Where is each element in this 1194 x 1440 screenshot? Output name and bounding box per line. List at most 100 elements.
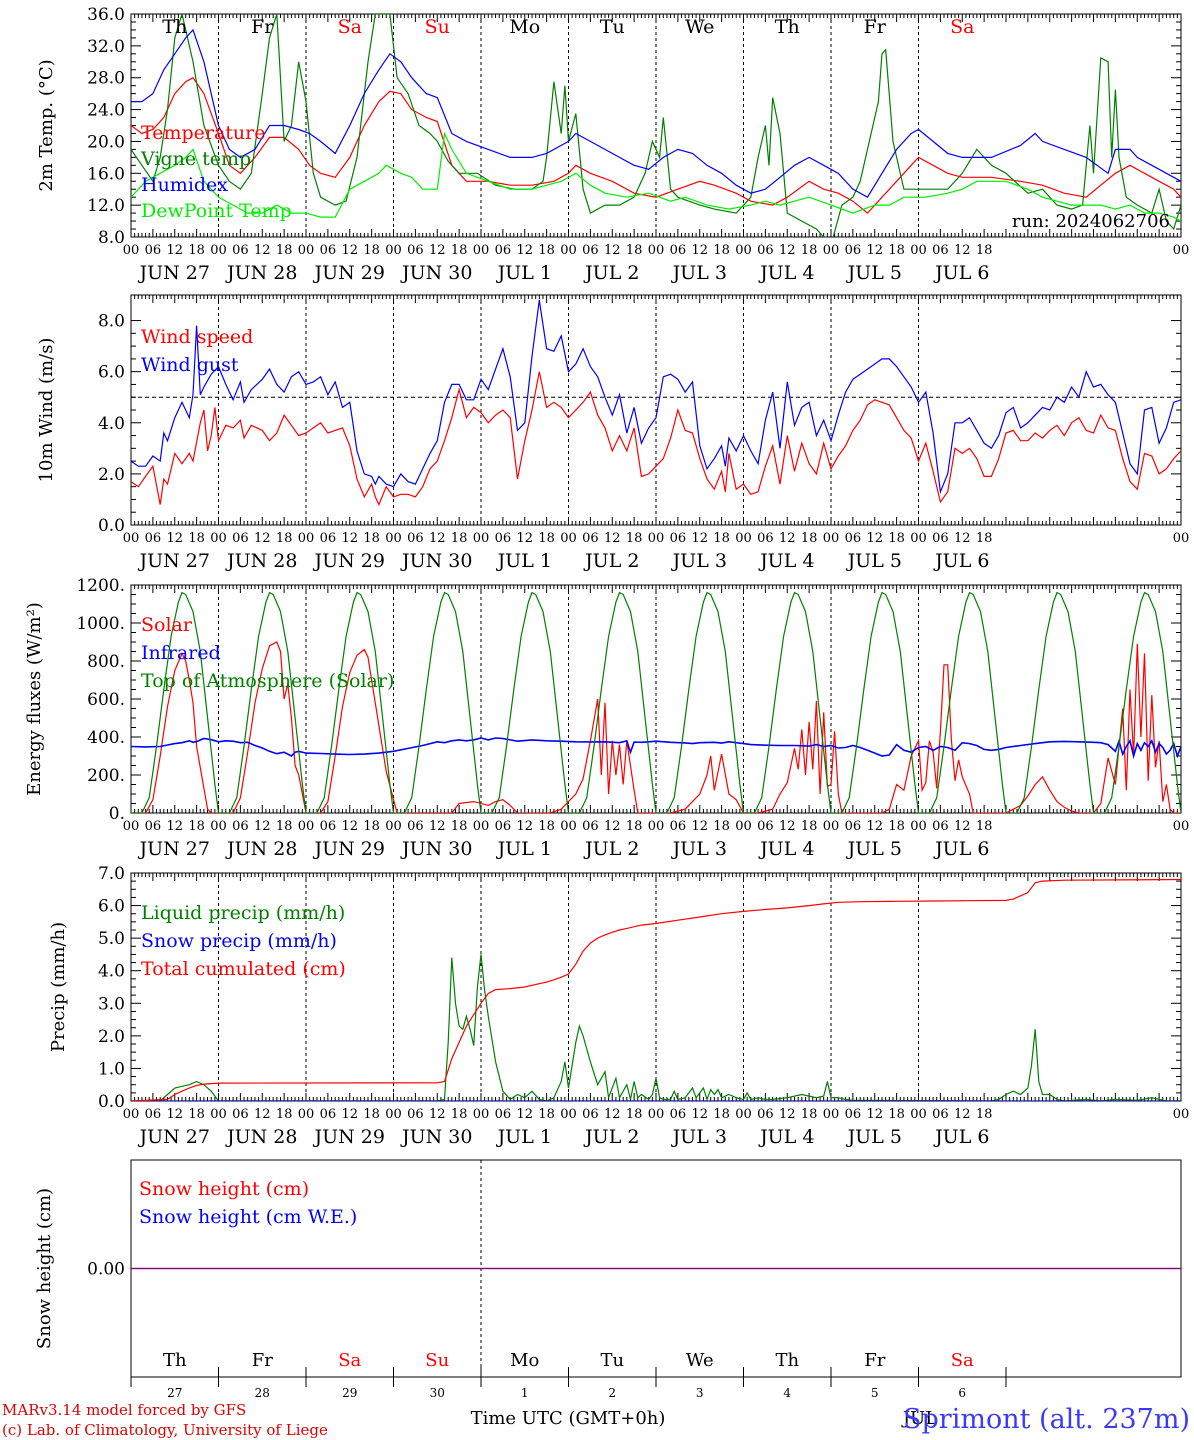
- hour-tick-label: 12: [866, 531, 883, 546]
- hour-tick-label: 18: [801, 531, 818, 546]
- hour-tick-label: 00: [298, 819, 315, 834]
- hour-tick-label: 12: [429, 819, 446, 834]
- hour-tick-label: 12: [604, 243, 621, 258]
- hour-tick-label: 00: [298, 531, 315, 546]
- date-label: JUL 6: [933, 262, 989, 284]
- legend-entry: Snow height (cm): [139, 1178, 309, 1200]
- hour-tick-label: 12: [341, 243, 358, 258]
- weekday-label: We: [685, 16, 714, 38]
- y-tick-label: 7.0: [98, 864, 125, 884]
- date-label: JUN 27: [138, 838, 210, 860]
- legend-entry: Total cumulated (cm): [141, 958, 346, 980]
- date-label: JUN 29: [313, 838, 385, 860]
- hour-tick-label: 18: [713, 819, 730, 834]
- hour-tick-label: 06: [495, 1107, 512, 1122]
- y-tick-label: 0.0: [98, 516, 125, 536]
- hour-tick-label: 18: [626, 819, 643, 834]
- hour-tick-label: 06: [845, 1107, 862, 1122]
- hour-tick-label: 06: [757, 1107, 774, 1122]
- y-tick-label: 2.0: [98, 1027, 125, 1047]
- series-line-temperature: [131, 76, 1181, 214]
- hour-tick-label: 18: [276, 819, 293, 834]
- weekday-label: Th: [775, 1350, 799, 1371]
- day-number-label: 2: [608, 1386, 616, 1400]
- hour-tick-label: 00: [823, 819, 840, 834]
- weekday-label: Th: [775, 16, 800, 38]
- hour-tick-label: 18: [976, 1107, 993, 1122]
- hour-tick-label: 12: [341, 819, 358, 834]
- hour-tick-label: 06: [932, 531, 949, 546]
- hour-tick-label: 06: [932, 1107, 949, 1122]
- date-label: JUL 1: [496, 1126, 552, 1148]
- hour-tick-label: 06: [145, 819, 162, 834]
- y-axis-label: 2m Temp. (°C): [36, 59, 57, 191]
- hour-tick-label: 12: [166, 1107, 183, 1122]
- y-tick-label: 800.: [87, 652, 125, 672]
- footer-line-model: MARv3.14 model forced by GFS: [2, 1401, 247, 1419]
- hour-tick-label: 12: [866, 1107, 883, 1122]
- hour-tick-label: 06: [582, 531, 599, 546]
- hour-tick-label: 18: [976, 243, 993, 258]
- hour-tick-label: 18: [801, 1107, 818, 1122]
- hour-tick-label: 12: [779, 1107, 796, 1122]
- hour-tick-label: 12: [954, 819, 971, 834]
- hour-tick-label: 06: [407, 243, 424, 258]
- y-tick-label: 8.0: [98, 228, 125, 248]
- hour-tick-label: 12: [954, 243, 971, 258]
- day-number-label: 28: [255, 1386, 270, 1400]
- hour-tick-label: 00: [1173, 531, 1190, 546]
- hour-tick-label: 00: [560, 531, 577, 546]
- hour-tick-label: 00: [1173, 1107, 1190, 1122]
- y-tick-label: 5.0: [98, 929, 125, 949]
- hour-tick-label: 18: [538, 1107, 555, 1122]
- hour-tick-label: 00: [648, 531, 665, 546]
- hour-tick-label: 12: [691, 1107, 708, 1122]
- hour-tick-label: 12: [516, 531, 533, 546]
- hour-tick-label: 06: [670, 1107, 687, 1122]
- hour-tick-label: 06: [407, 531, 424, 546]
- hour-tick-label: 00: [648, 1107, 665, 1122]
- hour-tick-label: 12: [779, 531, 796, 546]
- hour-tick-label: 06: [582, 819, 599, 834]
- date-label: JUN 28: [225, 838, 297, 860]
- y-axis-label: Snow height (cm): [34, 1188, 55, 1349]
- y-tick-label: 32.0: [87, 37, 125, 57]
- hour-tick-label: 18: [801, 819, 818, 834]
- series-line-humidex: [131, 28, 1181, 199]
- hour-tick-label: 06: [757, 531, 774, 546]
- hour-tick-label: 00: [123, 819, 140, 834]
- hour-tick-label: 18: [188, 1107, 205, 1122]
- footer-credits: MARv3.14 model forced by GFS (c) Lab. of…: [2, 1400, 328, 1440]
- hour-tick-label: 12: [604, 1107, 621, 1122]
- weekday-label: Tu: [600, 1350, 624, 1371]
- hour-tick-label: 06: [495, 243, 512, 258]
- hour-tick-label: 12: [516, 1107, 533, 1122]
- hour-tick-label: 18: [363, 819, 380, 834]
- hour-tick-label: 06: [670, 819, 687, 834]
- hour-tick-label: 12: [691, 243, 708, 258]
- hour-tick-label: 06: [407, 1107, 424, 1122]
- hour-tick-label: 12: [254, 243, 271, 258]
- hour-tick-label: 00: [385, 243, 402, 258]
- hour-tick-label: 00: [735, 819, 752, 834]
- hour-tick-label: 12: [604, 819, 621, 834]
- hour-tick-label: 12: [254, 1107, 271, 1122]
- date-label: JUL 5: [846, 262, 902, 284]
- hour-tick-label: 12: [341, 1107, 358, 1122]
- hour-tick-label: 06: [845, 243, 862, 258]
- y-tick-label: 16.0: [87, 164, 125, 184]
- y-tick-label: 4.0: [98, 962, 125, 982]
- hour-tick-label: 18: [713, 1107, 730, 1122]
- legend-entry: Liquid precip (mm/h): [141, 902, 345, 924]
- weekday-label: Fr: [864, 16, 887, 38]
- hour-tick-label: 18: [626, 243, 643, 258]
- y-axis-label: 10m Wind (m/s): [36, 338, 57, 483]
- hour-tick-label: 06: [757, 819, 774, 834]
- legend-entry: Top of Atmosphere (Solar): [141, 670, 394, 692]
- hour-tick-label: 00: [735, 1107, 752, 1122]
- weekday-label: Th: [163, 1350, 187, 1371]
- weekday-label: Sa: [951, 1350, 974, 1371]
- weekday-label: Sa: [338, 1350, 361, 1371]
